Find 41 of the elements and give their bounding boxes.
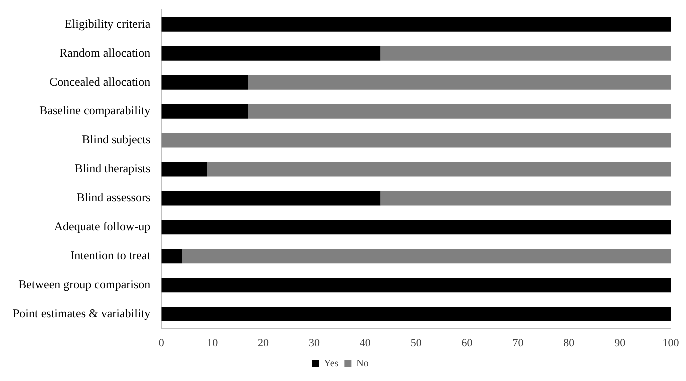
x-tick-label: 40 [360, 337, 372, 350]
x-tick-label: 90 [614, 337, 626, 350]
y-tick-label: Random allocation [60, 46, 151, 60]
legend-label: No [356, 358, 369, 370]
bar [248, 104, 671, 119]
legend-label: Yes [324, 358, 339, 370]
y-tick-label: Intention to treat [70, 248, 152, 263]
y-tick-label: Point estimates & variability [12, 306, 151, 320]
y-tick-label: Baseline comparability [40, 104, 151, 118]
x-tick-label: 50 [410, 337, 422, 350]
bar [162, 307, 671, 322]
bar [162, 104, 248, 119]
bar [162, 162, 208, 177]
y-tick-label: Blind assessors [76, 190, 151, 205]
x-tick-label: 10 [207, 337, 219, 350]
bar [162, 249, 182, 264]
bar [162, 17, 671, 32]
x-tick-label: 80 [564, 337, 576, 350]
bar [162, 220, 671, 235]
bar [162, 46, 381, 61]
y-tick-label: Adequate follow-up [54, 220, 151, 234]
y-tick-label: Eligibility criteria [65, 16, 152, 31]
y-tick-label: Blind therapists [74, 162, 151, 176]
y-tick-label: Between group comparison [18, 278, 151, 292]
bar [182, 249, 671, 264]
bar [207, 162, 671, 177]
x-tick-label: 20 [258, 337, 270, 350]
y-tick-label: Blind subjects [82, 132, 151, 147]
bar [162, 75, 248, 90]
x-tick-label: 70 [512, 337, 524, 350]
x-tick-label: 0 [158, 337, 165, 350]
bar [162, 133, 671, 148]
x-tick-label: 60 [462, 337, 474, 350]
y-tick-label: Concealed allocation [50, 74, 151, 89]
bar [380, 191, 671, 206]
x-tick-label: 100 [662, 337, 680, 350]
bar [248, 75, 671, 90]
x-tick-label: 30 [308, 337, 320, 350]
bar [380, 46, 671, 61]
bar [162, 278, 671, 293]
bar [162, 191, 381, 206]
